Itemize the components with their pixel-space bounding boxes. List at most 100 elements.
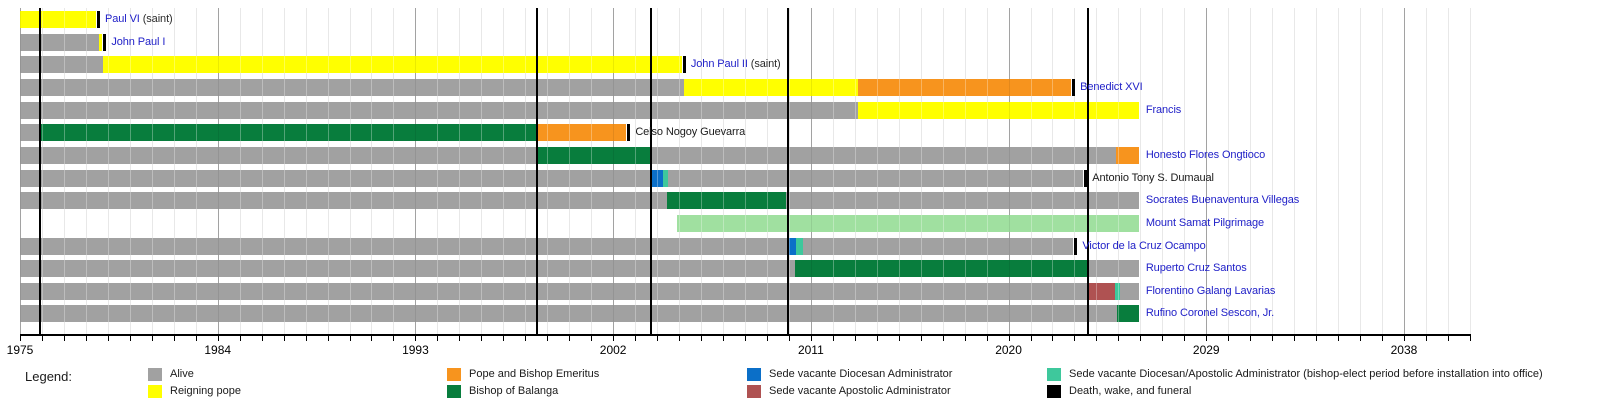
legend-label-alive: Alive	[170, 368, 194, 380]
year-gridline-overlay	[85, 8, 87, 334]
row-label-name[interactable]: Florentino Galang Lavarias	[1145, 284, 1276, 297]
timeline-segment-bishop_elect	[663, 169, 669, 187]
x-axis-tick	[1162, 336, 1164, 341]
death-marker	[627, 124, 631, 142]
year-gridline	[1272, 8, 1274, 334]
x-axis-tick	[1338, 336, 1340, 341]
row-label-suffix: (saint)	[747, 58, 781, 71]
year-gridline-overlay	[701, 8, 702, 334]
timeline-segment-alive	[20, 56, 104, 74]
row-label-name[interactable]: Rufino Coronel Sescon, Jr.	[1145, 307, 1275, 320]
x-axis-tick	[1360, 336, 1362, 341]
year-gridline	[1228, 8, 1230, 334]
legend-swatch-sede_vacante_diocesan	[747, 368, 761, 381]
row-label: Antonio Tony S. Dumaual	[1092, 170, 1214, 187]
timeline-segment-alive	[20, 237, 788, 255]
year-gridline-overlay	[393, 8, 395, 334]
year-gridline-overlay	[547, 8, 549, 334]
year-gridline-overlay	[1250, 8, 1252, 334]
x-axis-tick	[1382, 336, 1384, 341]
x-axis-tick	[349, 336, 351, 341]
timeline-segment-reigning_pope	[20, 11, 96, 28]
year-gridline	[1184, 8, 1186, 334]
x-axis-tick	[1008, 336, 1010, 341]
year-gridline-overlay	[1206, 8, 1208, 334]
x-axis-label: 2029	[1192, 343, 1220, 357]
x-axis-tick	[41, 336, 43, 341]
x-axis-tick	[964, 336, 966, 341]
year-gridline-overlay	[41, 8, 43, 334]
x-axis-tick	[591, 336, 593, 341]
year-gridline-overlay	[239, 8, 241, 334]
year-gridline	[1425, 8, 1427, 334]
timeline-segment-bishop_of_balanga	[795, 260, 1087, 278]
year-gridline-overlay	[327, 8, 329, 334]
x-axis-tick	[854, 336, 856, 341]
row-label-name[interactable]: Victor de la Cruz Ocampo	[1082, 239, 1206, 252]
timeline-segment-alive	[802, 237, 1074, 255]
timeline-segment-alive	[20, 101, 858, 119]
legend-title: Legend:	[25, 369, 72, 384]
timeline-segment-pilgrimage	[676, 214, 1139, 232]
year-gridline-overlay	[986, 8, 988, 334]
year-gridline-overlay	[788, 8, 790, 334]
x-axis-tick	[986, 336, 988, 341]
x-axis-tick	[305, 336, 307, 341]
year-gridline	[1118, 8, 1120, 334]
x-axis-tick	[173, 336, 175, 341]
x-axis-tick	[217, 336, 219, 341]
year-gridline-overlay	[964, 8, 966, 334]
row-label-name[interactable]: John Paul II	[690, 58, 748, 71]
year-gridline	[1162, 8, 1164, 334]
timeline-segment-alive	[650, 146, 1116, 164]
year-gridline	[1250, 8, 1252, 334]
x-axis-tick	[788, 336, 790, 341]
year-gridline-overlay	[635, 8, 637, 334]
event-line	[536, 8, 539, 334]
timeline-segment-alive	[20, 124, 40, 142]
x-axis-tick	[195, 336, 197, 341]
timeline-segment-reigning_pope	[103, 56, 682, 74]
row-label-name[interactable]: John Paul I	[111, 35, 166, 48]
x-axis-tick	[459, 336, 461, 341]
x-axis-tick	[371, 336, 373, 341]
row-label-name[interactable]: Paul VI	[105, 13, 140, 25]
row-label-name[interactable]: Mount Samat Pilgrimage	[1145, 216, 1265, 229]
row-label: Victor de la Cruz Ocampo	[1082, 238, 1205, 255]
legend-swatch-bishop_elect	[1047, 368, 1061, 381]
legend-label-death: Death, wake, and funeral	[1069, 385, 1192, 397]
timeline-segment-bishop_elect	[795, 237, 803, 255]
year-gridline-overlay	[1382, 8, 1384, 334]
row-label: John Paul I	[111, 34, 165, 51]
row-label-name[interactable]: Honesto Flores Ongtioco	[1145, 148, 1266, 161]
event-line	[650, 8, 653, 334]
year-gridline-overlay	[679, 8, 681, 334]
row-label-name: Celso Nogoy Guevarra	[635, 126, 746, 139]
year-gridline-overlay	[459, 8, 461, 334]
year-gridline-overlay	[766, 8, 768, 334]
timeline-segment-alive	[20, 33, 100, 51]
timeline-segment-bishop_of_balanga	[666, 192, 787, 210]
row-label-name[interactable]: Socrates Buenaventura Villegas	[1145, 194, 1300, 207]
death-marker	[682, 56, 686, 74]
year-gridline-overlay	[349, 8, 351, 334]
x-axis-tick	[261, 336, 263, 341]
row-label-name[interactable]: Francis	[1145, 103, 1182, 116]
x-axis-tick	[107, 336, 109, 341]
row-label-name[interactable]: Benedict XVI	[1080, 80, 1143, 93]
year-gridline-overlay	[107, 8, 109, 334]
year-gridline-overlay	[744, 8, 746, 334]
x-axis-tick	[1096, 336, 1098, 341]
year-gridline-overlay	[942, 8, 944, 334]
x-axis-tick	[85, 336, 87, 341]
death-marker	[1072, 78, 1076, 96]
row-label-name[interactable]: Ruperto Cruz Santos	[1145, 262, 1247, 275]
x-axis-tick	[1140, 336, 1142, 341]
x-axis-tick	[1206, 336, 1208, 341]
year-gridline-overlay	[525, 8, 527, 334]
x-axis-tick	[1469, 336, 1471, 341]
year-gridline-overlay	[63, 8, 65, 334]
x-axis-tick	[437, 336, 439, 341]
x-axis-tick	[20, 336, 21, 341]
timeline-segment-emeritus	[857, 78, 1072, 96]
